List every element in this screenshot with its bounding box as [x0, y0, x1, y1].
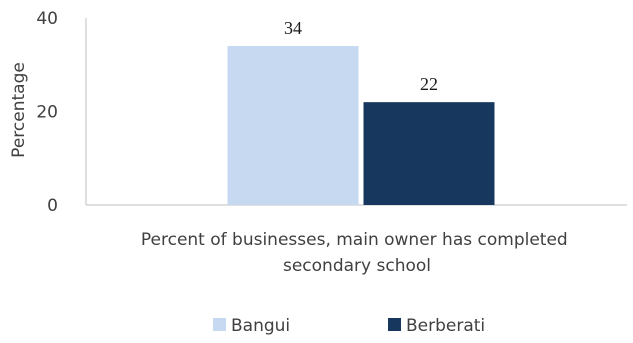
legend-label-berberati: Berberati [406, 316, 485, 336]
legend-label-bangui: Bangui [231, 316, 290, 336]
x-category-label-line-2: secondary school [283, 256, 431, 276]
y-tick-label: 40 [36, 9, 58, 29]
bar-berberati [363, 102, 495, 205]
legend-swatch-berberati [388, 318, 401, 331]
y-axis-title: Percentage [9, 62, 29, 158]
y-tick-label: 0 [47, 196, 58, 216]
bar-bangui [227, 46, 359, 205]
y-tick-label: 20 [36, 103, 58, 123]
x-category-label: Percent of businesses, main owner has co… [141, 230, 573, 276]
data-label-berberati: 22 [420, 74, 438, 94]
legend: Bangui Berberati [213, 316, 485, 336]
data-labels-group: 34 22 [284, 18, 438, 94]
x-category-label-line-1: Percent of businesses, main owner has co… [141, 230, 568, 250]
bars-group [227, 46, 495, 205]
data-label-bangui: 34 [284, 18, 302, 38]
y-tick-labels: 0 20 40 [36, 9, 58, 216]
legend-swatch-bangui [213, 318, 226, 331]
